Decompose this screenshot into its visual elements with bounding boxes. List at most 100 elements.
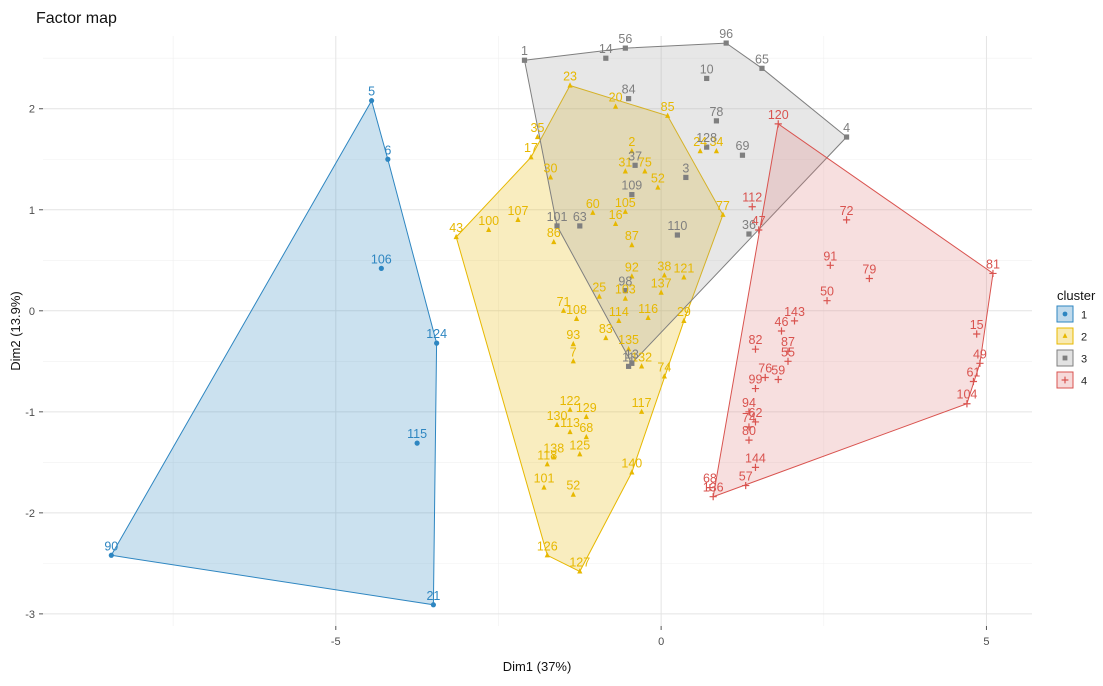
cluster-2-point-label: 127	[569, 555, 590, 569]
cluster-2-point	[629, 241, 635, 248]
cluster-4-point	[842, 216, 851, 224]
cluster-2-point-label: 35	[531, 121, 545, 135]
x-tick-label: 5	[983, 636, 989, 648]
cluster-4-point-label: 59	[771, 363, 785, 377]
cluster-2-point	[596, 293, 602, 299]
cluster-2-point-label: 60	[586, 197, 600, 211]
cluster-4-point	[865, 274, 873, 283]
cluster-4-point-label: 87	[781, 335, 795, 349]
cluster-1-point	[368, 98, 375, 104]
cluster-4-point-label: 144	[745, 451, 766, 465]
cluster-3-point	[629, 192, 635, 198]
cluster-3-point-label: 11	[622, 350, 635, 364]
cluster-2-point	[570, 358, 576, 364]
cluster-4-point	[823, 297, 831, 305]
cluster-3-point-label: 65	[755, 52, 769, 66]
cluster-3-hull	[523, 42, 848, 365]
cluster-2-hull	[455, 84, 724, 573]
cluster-3-point-label: 101	[547, 210, 568, 224]
cluster-4-point-label: 72	[840, 204, 854, 218]
cluster-2-point-label: 92	[625, 260, 639, 274]
cluster-2-point	[622, 295, 628, 301]
cluster-4-point-label: 47	[752, 214, 766, 228]
cluster-4-point-label: 76	[758, 361, 772, 375]
cluster-4-point-label: 104	[957, 388, 978, 402]
cluster-4-point	[745, 408, 753, 416]
cluster-4-point-label: 81	[986, 257, 1000, 271]
y-tick-label: -1	[25, 407, 35, 419]
cluster-2-point	[681, 274, 687, 280]
cluster-4-point-label: 82	[749, 333, 763, 347]
cluster-2-point	[642, 168, 648, 174]
cluster-4-point-label: 74	[742, 411, 756, 425]
cluster-2-point-label: 108	[566, 303, 587, 317]
cluster-1-point-label: 21	[426, 589, 440, 603]
cluster-3-point	[603, 55, 609, 61]
cluster-2-point-label: 107	[508, 204, 529, 218]
cluster-2-point	[541, 484, 547, 490]
cluster-2-point	[560, 307, 567, 313]
cluster-2-point-label: 2	[628, 135, 635, 149]
cluster-4-point	[784, 347, 792, 355]
cluster-2-point-label: 126	[537, 539, 558, 553]
cluster-2-point-label: 74	[657, 360, 671, 374]
cluster-4-point	[784, 357, 792, 365]
cluster-2-point-label: 77	[716, 199, 730, 213]
cluster-4-point	[755, 226, 763, 234]
grid-layer	[43, 36, 1032, 626]
legend-label-3: 3	[1081, 354, 1087, 366]
cluster-2-point-label: 52	[566, 479, 580, 493]
cluster-4-point-label: 80	[742, 424, 756, 438]
point-layer	[108, 40, 997, 608]
cluster-3-point	[625, 363, 632, 369]
cluster-2-point	[625, 345, 632, 352]
cluster-2-point-label: 20	[609, 91, 623, 105]
cluster-1-point-label: 115	[407, 427, 427, 441]
cluster-4-point-label: 136	[703, 481, 724, 495]
legend-key-marker-1	[1062, 311, 1068, 317]
cluster-4-point	[790, 317, 799, 325]
cluster-2-point	[661, 272, 667, 278]
cluster-2-point-label: 93	[566, 328, 580, 342]
cluster-4-point	[774, 375, 782, 384]
cluster-3-point-label: 4	[843, 121, 850, 135]
cluster-2-point	[528, 154, 534, 160]
cluster-2-point	[629, 273, 635, 279]
cluster-3-point-label: 37	[628, 149, 642, 163]
cluster-2-point	[567, 406, 573, 412]
cluster-3-point-label: 109	[621, 179, 642, 193]
cluster-2-point-label: 118	[537, 448, 557, 462]
cluster-3-point-label: 128	[696, 131, 717, 145]
cluster-2-point	[567, 82, 573, 88]
cluster-2-point	[567, 428, 573, 435]
cluster-2-point	[577, 568, 583, 574]
cluster-2-point	[720, 211, 726, 217]
chart-title: Factor map	[36, 10, 117, 27]
cluster-2-point-label: 135	[618, 333, 639, 347]
cluster-2-point-label: 34	[709, 135, 723, 149]
cluster-1-point	[430, 602, 436, 608]
cluster-2-point	[577, 451, 583, 457]
cluster-3-point	[625, 96, 632, 102]
cluster-2-point	[544, 552, 550, 558]
cluster-4-point-label: 61	[966, 366, 980, 380]
cluster-2-point	[629, 469, 635, 475]
cluster-2-point-label: 122	[560, 394, 581, 408]
cluster-3-point	[704, 75, 710, 82]
cluster-2-point-label: 23	[563, 70, 577, 84]
cluster-4-point	[745, 436, 753, 444]
cluster-2-point	[622, 168, 628, 174]
cluster-3-point-label: 3	[682, 161, 689, 175]
cluster-4-point-label: 15	[970, 318, 984, 332]
cluster-4-point	[745, 423, 753, 431]
cluster-1-point	[414, 440, 420, 446]
cluster-4-point	[706, 483, 714, 492]
cluster-2-point-label: 25	[592, 281, 606, 295]
cluster-2-point	[616, 317, 622, 323]
cluster-2-point-label: 105	[615, 196, 636, 210]
cluster-2-point	[515, 216, 521, 222]
cluster-4-point-label: 112	[742, 191, 762, 205]
cluster-3-point-label: 13	[625, 347, 639, 361]
